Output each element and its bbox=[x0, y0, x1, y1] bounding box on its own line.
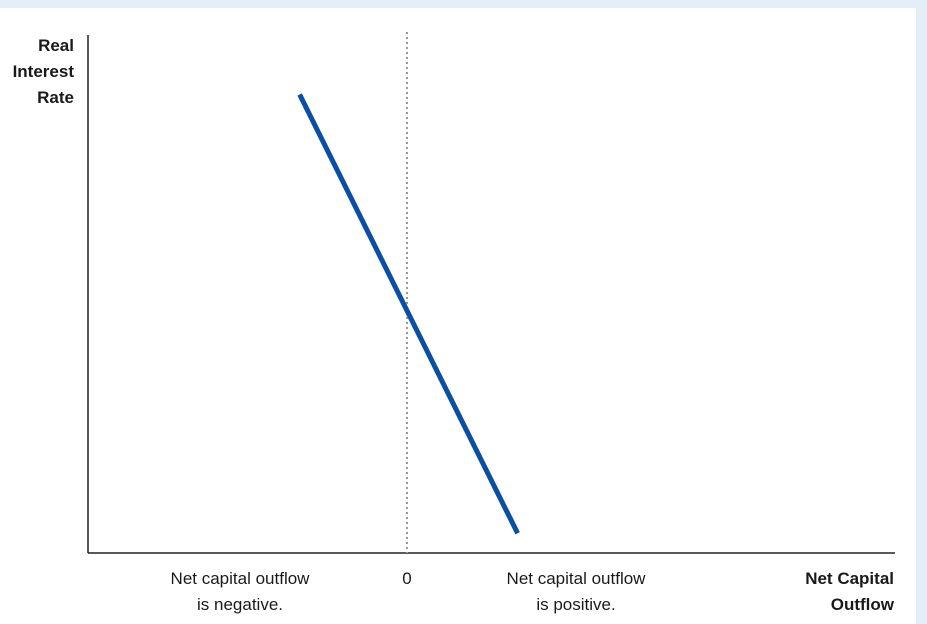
x-axis-label-line-2: Outflow bbox=[830, 595, 894, 614]
positive-note-line-2: is positive. bbox=[536, 595, 616, 614]
x-axis-label: Net Capital Outflow bbox=[805, 566, 894, 618]
y-axis-label-line-1: Real bbox=[38, 36, 74, 55]
net-capital-outflow-curve bbox=[297, 93, 520, 535]
negative-note-line-2: is negative. bbox=[197, 595, 283, 614]
y-axis-label-line-2: Interest bbox=[12, 62, 74, 81]
chart-panel bbox=[0, 8, 916, 624]
x-axis-label-line-1: Net Capital bbox=[805, 569, 894, 588]
positive-outflow-note: Net capital outflow is positive. bbox=[466, 566, 686, 618]
positive-note-line-1: Net capital outflow bbox=[506, 569, 646, 588]
y-axis-label-line-3: Rate bbox=[37, 88, 74, 107]
negative-outflow-note: Net capital outflow is negative. bbox=[130, 566, 350, 618]
zero-tick-label: 0 bbox=[402, 569, 412, 588]
y-axis-label: Real Interest Rate bbox=[13, 33, 74, 111]
negative-note-line-1: Net capital outflow bbox=[170, 569, 310, 588]
